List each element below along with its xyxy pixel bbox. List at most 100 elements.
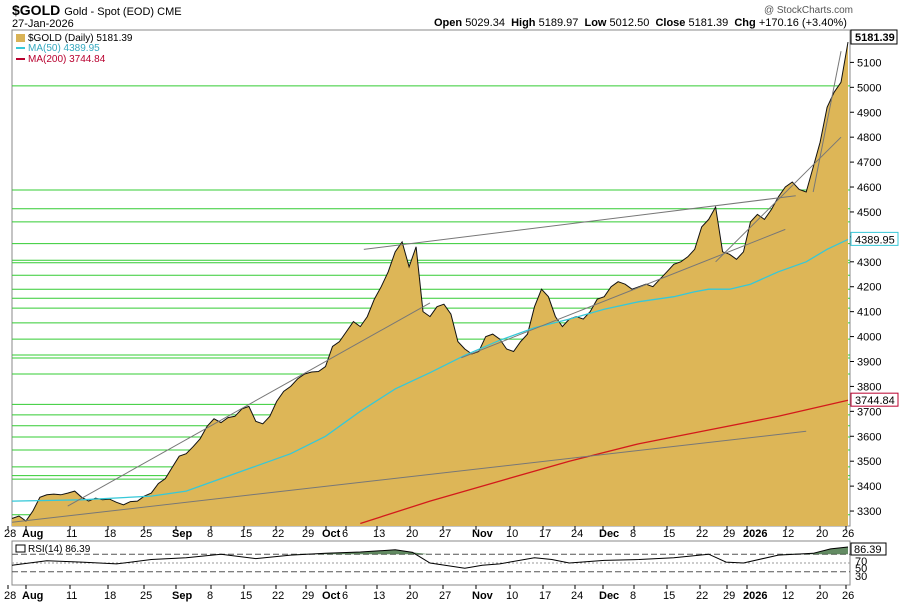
x-tick-label-27-1: 26 [842,590,854,602]
x-tick-label-17-0: 17 [539,528,551,540]
y-tick-label-3700: 3700 [857,406,881,418]
y-tick-label-5000: 5000 [857,82,881,94]
x-tick-label-24-0: 2026 [743,528,767,540]
x-tick-label-20-1: 8 [630,590,636,602]
high-value: 5189.97 [538,17,579,29]
rsi-label: RSI(14) 86.39 [28,544,91,555]
x-tick-label-23-0: 29 [723,528,735,540]
x-tick-label-18-0: 24 [571,528,583,540]
x-tick-label-22-1: 22 [696,590,708,602]
y-tick-label-3400: 3400 [857,481,881,493]
chg-value: +170.16 (+3.40%) [758,17,847,29]
x-axis-lower: 28 Aug 11 18 25 Sep 8 15 22 29 Oct 6 13 20 27 Nov 10 17 24… [4,585,854,602]
legend-gold: $GOLD (Daily) 5181.39 [28,33,133,44]
x-tick-label-4-0: 25 [140,528,152,540]
y-tick-label-5100: 5100 [857,57,881,69]
x-tick-label-19-0: Dec [599,528,619,540]
x-tick-label-3-1: 18 [104,590,116,602]
x-tick-label-15-1: Nov [472,590,494,602]
legend-ma50: MA(50) 4389.95 [28,43,100,54]
low-label: Low [584,17,607,29]
x-tick-label-2-0: 11 [66,528,77,540]
last-price-badge-text: 5181.39 [855,32,895,44]
trendline-2 [363,195,796,250]
rsi-swatch [15,544,26,553]
x-tick-label-3-0: 18 [104,528,116,540]
x-tick-label-14-1: 27 [439,590,451,602]
ohlc-readout: Open 5029.34 High 5189.97 Low 5012.50 Cl… [434,17,847,29]
open-label: Open [434,17,463,29]
last-price-badge-box [850,29,898,45]
trendline-1 [67,302,431,507]
y-tick-label-3800: 3800 [857,381,881,393]
x-tick-label-16-0: 10 [506,528,518,540]
x-tick-label-24-1: 2026 [743,590,767,602]
rsi-badge-text: 86.39 [854,544,882,556]
x-tick-label-0-0: 28 [4,528,16,540]
x-tick-label-8-0: 22 [272,528,284,540]
chart-date: 27-Jan-2026 [12,18,74,30]
x-tick-label-13-0: 20 [406,528,418,540]
ma200-series [360,399,849,525]
legend: $GOLD (Daily) 5181.39 MA(50) 4389.95 MA(… [16,33,133,65]
trendline-5 [812,51,842,193]
x-tick-label-7-1: 15 [240,590,252,602]
y-tick-label-4200: 4200 [857,282,881,294]
x-tick-label-27-0: 26 [842,528,854,540]
y-tick-label-4700: 4700 [857,157,881,169]
x-tick-label-5-0: Sep [172,528,192,540]
y-tick-label-4600: 4600 [857,182,881,194]
high-label: High [511,17,536,29]
y-tick-label-3900: 3900 [857,356,881,368]
x-tick-label-12-0: 13 [373,528,385,540]
y-axis: 3300 3400 3500 3600 3700 3800 3900 4000 4100 4200… [850,57,881,518]
last-price-badge: 5181.39 [850,29,898,45]
ticker-symbol: $GOLD Gold - Spot (EOD) CME [12,2,182,18]
close-label: Close [655,17,686,29]
rsi-overbought-fill [12,547,848,555]
open-value: 5029.34 [465,17,505,29]
x-tick-label-20-0: 8 [630,528,636,540]
x-tick-label-19-1: Dec [599,590,619,602]
y-tick-label-4800: 4800 [857,132,881,144]
close-value: 5181.39 [688,17,729,29]
rsi-level-70: 70 [855,556,867,568]
low-value: 5012.50 [609,17,650,29]
x-tick-label-9-0: 29 [302,528,314,540]
price-area [11,42,849,526]
price-area-fill [12,42,848,526]
x-tick-label-16-1: 10 [506,590,518,602]
ma200-badge: 3744.84 [850,392,899,407]
y-tick-label-4500: 4500 [857,207,881,219]
y-tick-label-4300: 4300 [857,257,881,269]
x-tick-label-15-0: Nov [472,528,494,540]
ma50-badge: 4389.95 [850,231,899,246]
x-tick-label-26-1: 20 [816,590,828,602]
ma200-badge-text: 3744.84 [855,395,895,407]
copyright-text: @ StockCharts.com [763,5,853,16]
x-tick-label-0-1: 28 [4,590,16,602]
x-tick-label-5-1: Sep [172,590,192,602]
ma50-series [11,238,849,502]
y-tick-label-3600: 3600 [857,431,881,443]
x-tick-label-8-1: 22 [272,590,284,602]
ma50-badge-box [850,231,899,246]
x-tick-label-22-0: 22 [696,528,708,540]
ticker-text: $GOLD [12,2,61,18]
ma200-badge-box [850,392,899,407]
ma50-badge-text: 4389.95 [855,234,895,246]
x-tick-label-1-0: Aug [22,528,43,540]
x-tick-label-25-0: 12 [782,528,794,540]
x-axis: 28 Aug 11 18 25 Sep 8 15 22 29 Oct 6 13 20 27 Nov 10 17 24… [4,526,854,540]
x-tick-label-6-1: 8 [207,590,213,602]
x-tick-label-21-1: 15 [663,590,675,602]
x-tick-label-6-0: 8 [207,528,213,540]
trendline-0 [11,430,807,523]
x-tick-label-10-1: Oct [322,590,341,602]
x-tick-label-11-1: 6 [342,590,348,602]
x-tick-label-7-0: 15 [240,528,252,540]
ma200-line [360,399,849,525]
rsi-series [11,546,849,569]
y-tick-label-3300: 3300 [857,506,881,518]
